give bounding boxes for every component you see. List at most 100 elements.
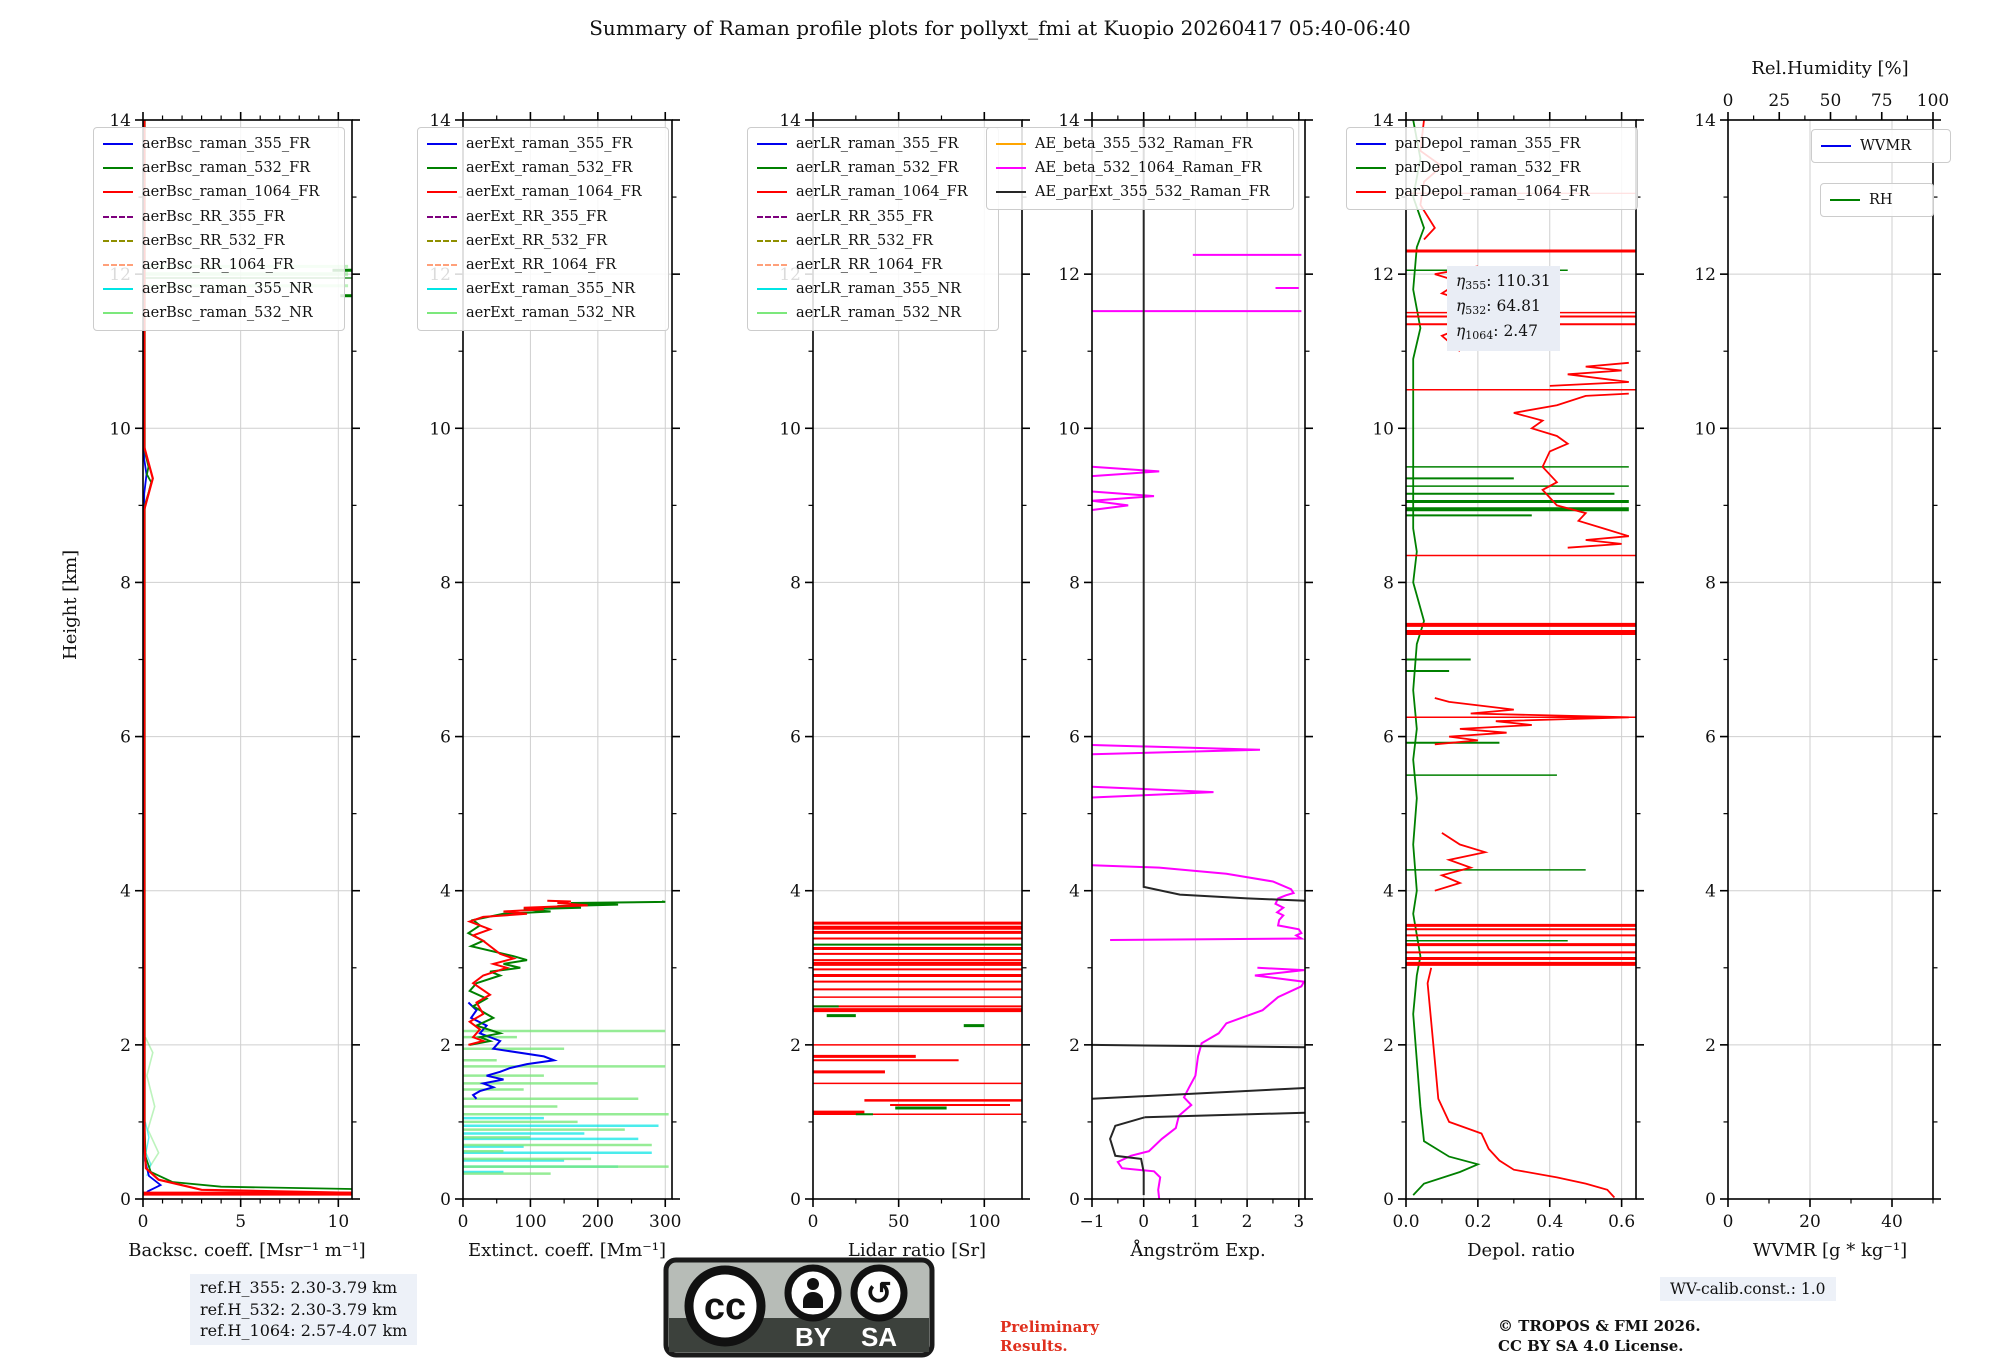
y-tick-label: 4 [120, 882, 131, 902]
legend-entry: aerBsc_RR_532_FR [103, 229, 335, 253]
y-tick-label: 2 [1383, 1036, 1394, 1056]
legend-swatch-line [1821, 145, 1851, 148]
eta-entry: η355: 110.31 [1456, 272, 1551, 292]
legend-wvmr: WVMR [1811, 129, 1951, 164]
y-tick-label: 12 [1694, 265, 1716, 285]
copyright-note: © TROPOS & FMI 2026. CC BY SA 4.0 Licens… [1498, 1317, 1701, 1355]
xlabel-angstrom: Ångström Exp. [1130, 1240, 1266, 1261]
series-line-aerBsc_raman_532_NR [144, 1036, 160, 1169]
legend-swatch-line [1356, 191, 1386, 194]
legend-label: AE_beta_532_1064_Raman_FR [1035, 160, 1262, 177]
legend-swatch-line [757, 167, 787, 170]
legend-label: aerLR_raman_355_FR [796, 136, 959, 153]
y-tick-label: 6 [440, 728, 451, 748]
ref-height-355: ref.H_355: 2.30-3.79 km [200, 1278, 398, 1297]
legend-entry: aerLR_raman_532_FR [757, 156, 989, 180]
rh-tick-label: 75 [1871, 91, 1893, 111]
y-tick-label: 0 [1383, 1190, 1394, 1210]
eta-entry: η532: 64.81 [1456, 297, 1541, 317]
y-tick-label: 8 [1705, 573, 1716, 593]
legend-swatch-line [103, 191, 133, 194]
legend-label: aerLR_raman_532_FR [796, 160, 959, 177]
legend-label: aerExt_raman_355_FR [466, 136, 633, 153]
y-tick-label: 2 [1705, 1036, 1716, 1056]
series-line-parDepol_raman_1064_FR [1549, 361, 1629, 387]
legend-entry: parDepol_raman_532_FR [1356, 156, 1628, 180]
legend-label: aerExt_raman_532_NR [466, 305, 636, 322]
legend-label: aerExt_raman_1064_FR [466, 184, 642, 201]
y-tick-label: 8 [120, 573, 131, 593]
legend-swatch-line [996, 191, 1026, 194]
legend-lidar_ratio: aerLR_raman_355_FR aerLR_raman_532_FR aerL… [747, 127, 999, 331]
legend-entry: aerExt_raman_355_FR [427, 132, 659, 156]
legend-swatch-line [103, 239, 133, 242]
legend-entry: AE_parExt_355_532_Raman_FR [996, 180, 1284, 204]
legend-entry: aerLR_raman_355_NR [757, 277, 989, 301]
y-tick-label: 0 [790, 1190, 801, 1210]
rh-tick-label: 0 [1723, 91, 1734, 111]
x-tick-label: 2 [1242, 1212, 1253, 1232]
legend-label: aerLR_RR_1064_FR [796, 257, 943, 274]
legend-swatch-line [103, 288, 133, 291]
legend-entry: aerBsc_raman_532_NR [103, 301, 335, 325]
attribution-person-head [807, 1278, 819, 1290]
legend-swatch-line [103, 143, 133, 146]
legend-swatch-line [757, 264, 787, 267]
y-tick-label: 0 [120, 1190, 131, 1210]
legend-entry: WVMR [1821, 134, 1941, 158]
series-line-AE_beta_532_1064_Raman_FR [1091, 465, 1160, 478]
legend-label: aerExt_RR_355_FR [466, 208, 607, 225]
series-line-parDepol_raman_532_FR [1412, 119, 1481, 1196]
x-tick-label: 0 [1138, 1212, 1149, 1232]
legend-swatch-line [757, 191, 787, 194]
rh-axis-label: Rel.Humidity [%] [1751, 58, 1909, 79]
legend-swatch-line [103, 215, 133, 218]
series-line-aerExt_raman_532_FR [466, 900, 666, 1046]
legend-entry: aerBsc_RR_1064_FR [103, 253, 335, 277]
legend-entry: aerLR_RR_532_FR [757, 229, 989, 253]
x-tick-label: 0 [808, 1212, 819, 1232]
share-alike-circle [850, 1264, 908, 1322]
wv-calibration-box: WV-calib.const.: 1.0 [1660, 1277, 1836, 1301]
y-tick-label: 8 [1383, 573, 1394, 593]
legend-depol_ratio: parDepol_raman_355_FR parDepol_raman_532_… [1346, 127, 1638, 210]
badge-by-label: BY [795, 1322, 831, 1352]
y-tick-label: 10 [429, 419, 451, 439]
x-tick-label: 100 [968, 1212, 1000, 1232]
x-tick-label: 0 [458, 1212, 469, 1232]
legend-entry: aerExt_raman_355_NR [427, 277, 659, 301]
legend-swatch-line [1830, 199, 1860, 202]
y-tick-label: 8 [1069, 573, 1080, 593]
ref-height-532: ref.H_532: 2.30-3.79 km [200, 1299, 398, 1319]
badge-sa-label: SA [861, 1322, 897, 1352]
series-line-aerExt_raman_355_FR [467, 1001, 558, 1100]
legend-entry: aerBsc_raman_532_FR [103, 156, 335, 180]
y-tick-label: 14 [109, 111, 131, 131]
x-tick-label: 50 [888, 1212, 910, 1232]
legend-swatch-line [427, 143, 457, 146]
y-tick-label: 14 [779, 111, 801, 131]
legend-entry: AE_beta_355_532_Raman_FR [996, 132, 1284, 156]
legend-label: parDepol_raman_355_FR [1395, 136, 1581, 153]
x-tick-label: 1 [1190, 1212, 1201, 1232]
y-tick-label: 2 [790, 1036, 801, 1056]
legend-swatch-line [103, 167, 133, 170]
legend-label: AE_parExt_355_532_Raman_FR [1035, 184, 1270, 201]
x-tick-label: 20 [1799, 1212, 1821, 1232]
legend-entry: aerBsc_raman_355_NR [103, 277, 335, 301]
share-alike-icon: ↺ [866, 1274, 893, 1312]
legend-label: aerBsc_RR_532_FR [142, 232, 285, 249]
legend-entry: aerBsc_raman_355_FR [103, 132, 335, 156]
legend-label: aerBsc_raman_532_NR [142, 305, 313, 322]
series-line-AE_parExt_355_532_Raman_FR [1144, 1111, 1306, 1119]
x-tick-label: 40 [1881, 1212, 1903, 1232]
y-tick-label: 2 [440, 1036, 451, 1056]
legend-label: aerBsc_RR_355_FR [142, 208, 285, 225]
legend-entry: aerExt_raman_532_FR [427, 156, 659, 180]
series-line-AE_parExt_355_532_Raman_FR [1091, 1087, 1306, 1100]
y-tick-label: 6 [790, 728, 801, 748]
legend-entry: aerExt_RR_1064_FR [427, 253, 659, 277]
series-line-AE_beta_532_1064_Raman_FR [1091, 744, 1261, 756]
legend-entry: aerLR_raman_532_NR [757, 301, 989, 325]
